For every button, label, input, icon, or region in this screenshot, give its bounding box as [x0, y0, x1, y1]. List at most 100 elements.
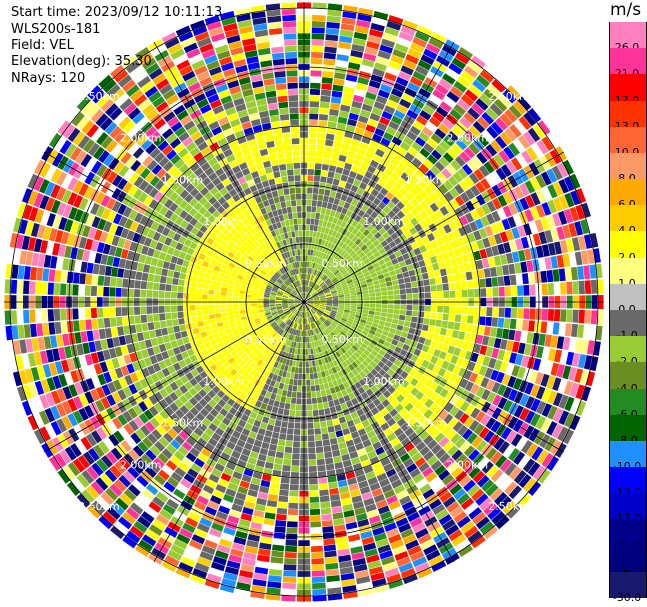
- range-gate: [340, 250, 347, 257]
- range-gate: [307, 297, 313, 301]
- range-gate: [68, 384, 78, 398]
- range-gate: [206, 237, 215, 245]
- range-gate: [450, 239, 459, 249]
- range-gate: [445, 524, 460, 537]
- range-gate: [495, 455, 508, 469]
- range-gate: [546, 215, 556, 229]
- range-gate: [504, 128, 517, 142]
- range-gate: [353, 333, 360, 339]
- range-gate: [354, 358, 362, 366]
- range-gate: [377, 178, 387, 187]
- range-gate: [415, 65, 429, 76]
- range-gate: [86, 485, 100, 500]
- range-gate: [259, 286, 266, 291]
- range-gate: [378, 320, 386, 326]
- range-gate: [306, 385, 311, 392]
- range-gate: [96, 350, 105, 363]
- range-gate: [291, 315, 296, 321]
- range-gate: [394, 346, 402, 354]
- range-gate: [301, 330, 304, 337]
- range-gate: [162, 334, 170, 343]
- range-gate: [503, 275, 511, 286]
- range-gate: [551, 165, 563, 181]
- range-gate: [441, 425, 452, 436]
- range-gate: [144, 506, 158, 518]
- range-gate: [499, 254, 508, 265]
- range-gate: [362, 360, 370, 368]
- range-gate: [329, 159, 338, 167]
- range-gate: [189, 241, 198, 250]
- range-gate: [387, 295, 394, 300]
- range-gate: [241, 448, 251, 457]
- range-gate: [76, 343, 85, 356]
- range-gate: [221, 312, 228, 318]
- range-gate: [221, 263, 228, 270]
- range-gate: [351, 220, 359, 228]
- range-gate: [208, 314, 216, 320]
- range-gate: [285, 440, 293, 447]
- range-gate: [39, 195, 50, 210]
- range-gate: [383, 462, 394, 472]
- range-gate: [122, 206, 133, 218]
- range-gate: [469, 221, 479, 232]
- range-gate: [381, 330, 389, 337]
- range-gate: [400, 398, 410, 408]
- range-gate: [254, 566, 269, 575]
- range-gate: [255, 560, 269, 569]
- range-gate: [147, 365, 156, 375]
- range-gate: [464, 65, 479, 79]
- range-gate: [282, 295, 289, 299]
- range-gate: [55, 186, 67, 201]
- range-gate: [309, 490, 319, 497]
- range-gate: [122, 410, 133, 423]
- range-gate: [211, 522, 224, 532]
- range-gate: [311, 564, 325, 571]
- range-gate: [240, 316, 247, 321]
- range-gate: [478, 426, 490, 439]
- range-gate: [353, 31, 368, 41]
- range-gate: [265, 313, 272, 318]
- range-gate: [540, 373, 550, 387]
- range-gate: [351, 335, 358, 342]
- range-gate: [126, 343, 135, 354]
- range-gate: [114, 461, 127, 474]
- range-gate: [418, 259, 426, 268]
- range-gate: [358, 261, 365, 268]
- range-gate: [367, 333, 374, 339]
- range-gate: [267, 336, 274, 343]
- range-gate: [138, 192, 148, 203]
- range-gate: [312, 231, 317, 238]
- range-gate: [365, 240, 373, 248]
- range-gate: [514, 262, 522, 274]
- range-gate: [88, 341, 97, 353]
- range-gate: [108, 245, 117, 256]
- range-gate: [374, 311, 381, 316]
- range-gate: [475, 410, 486, 423]
- range-gate: [347, 477, 358, 486]
- range-gate: [85, 157, 98, 171]
- range-gate: [336, 378, 343, 385]
- range-gate: [214, 285, 222, 291]
- range-gate: [165, 312, 172, 320]
- range-gate: [485, 213, 496, 225]
- range-gate: [140, 281, 148, 290]
- range-gate: [372, 526, 385, 536]
- range-gate: [429, 94, 442, 106]
- range-gate: [307, 317, 310, 324]
- range-gate: [379, 478, 391, 488]
- range-gate: [226, 307, 233, 312]
- range-gate: [305, 261, 308, 268]
- range-gate: [368, 243, 376, 251]
- range-gate: [276, 304, 282, 308]
- range-gate: [320, 273, 325, 280]
- range-gate: [211, 253, 220, 261]
- range-gate: [162, 261, 170, 270]
- range-gate: [167, 246, 175, 256]
- range-gate: [309, 268, 312, 275]
- range-gate: [164, 555, 180, 567]
- range-gate: [257, 305, 264, 308]
- range-gate: [237, 375, 246, 383]
- range-gate: [483, 525, 498, 540]
- range-gate: [148, 524, 163, 537]
- range-gate: [541, 347, 550, 360]
